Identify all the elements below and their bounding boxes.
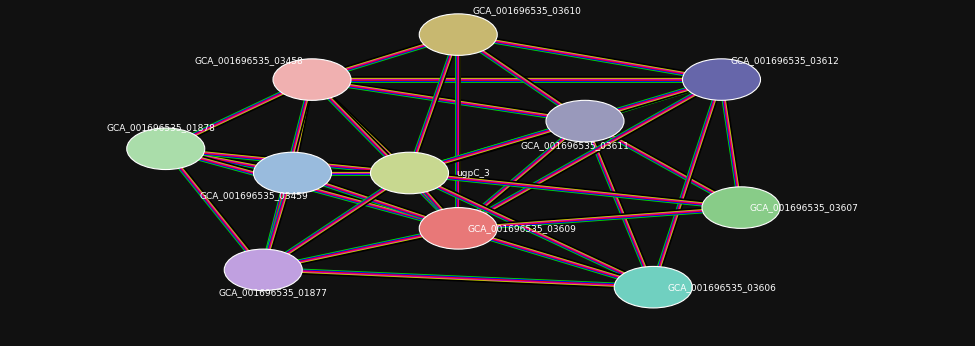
- Ellipse shape: [614, 266, 692, 308]
- Text: GCA_001696535_03607: GCA_001696535_03607: [750, 203, 859, 212]
- Text: GCA_001696535_03458: GCA_001696535_03458: [194, 56, 303, 65]
- Ellipse shape: [702, 187, 780, 228]
- Text: GCA_001696535_03611: GCA_001696535_03611: [521, 141, 630, 150]
- Ellipse shape: [419, 14, 497, 55]
- Ellipse shape: [224, 249, 302, 291]
- Text: GCA_001696535_03610: GCA_001696535_03610: [472, 6, 581, 15]
- Text: ugpC_3: ugpC_3: [456, 169, 489, 177]
- Text: GCA_001696535_01877: GCA_001696535_01877: [218, 288, 328, 297]
- Text: GCA_001696535_01878: GCA_001696535_01878: [106, 124, 215, 133]
- Ellipse shape: [682, 59, 761, 100]
- Ellipse shape: [546, 100, 624, 142]
- Ellipse shape: [127, 128, 205, 170]
- Ellipse shape: [273, 59, 351, 100]
- Ellipse shape: [370, 152, 448, 194]
- Text: GCA_001696535_03459: GCA_001696535_03459: [199, 191, 308, 200]
- Ellipse shape: [419, 208, 497, 249]
- Text: GCA_001696535_03612: GCA_001696535_03612: [730, 56, 839, 65]
- Ellipse shape: [254, 152, 332, 194]
- Text: GCA_001696535_03606: GCA_001696535_03606: [667, 283, 776, 292]
- Text: GCA_001696535_03609: GCA_001696535_03609: [467, 224, 576, 233]
